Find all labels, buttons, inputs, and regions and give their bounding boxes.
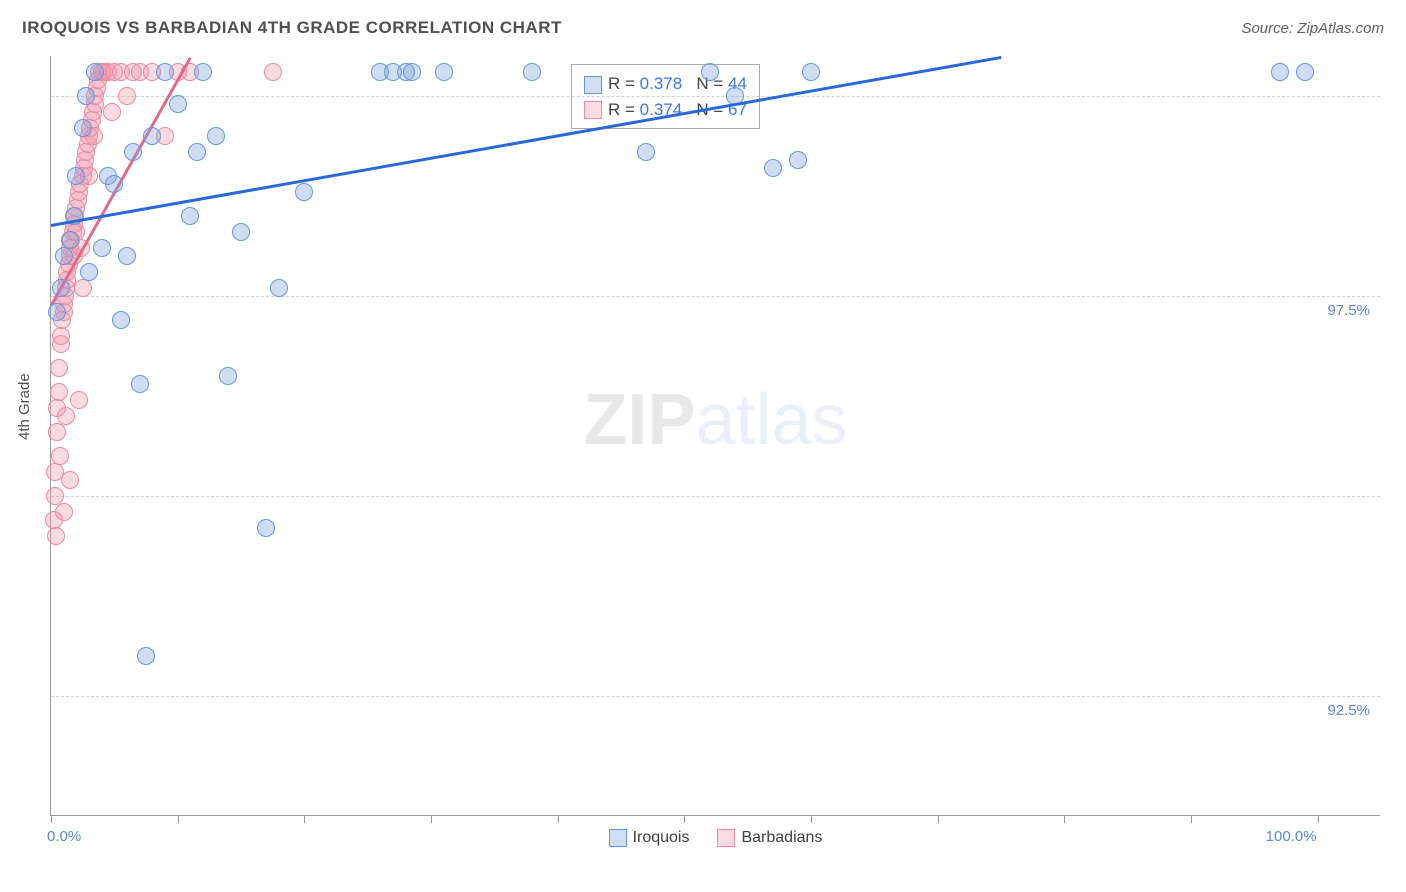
- legend-label: Barbadians: [741, 829, 822, 846]
- legend-marker-icon: [584, 101, 602, 119]
- gridline: [51, 696, 1380, 697]
- data-point: [131, 375, 149, 393]
- data-point: [55, 503, 73, 521]
- source-credit: Source: ZipAtlas.com: [1241, 20, 1384, 37]
- x-tick-mark: [304, 815, 305, 823]
- x-tick-mark: [811, 815, 812, 823]
- data-point: [74, 279, 92, 297]
- data-point: [67, 167, 85, 185]
- legend-marker-icon: [717, 829, 735, 847]
- data-point: [118, 247, 136, 265]
- chart-title: IROQUOIS VS BARBADIAN 4TH GRADE CORRELAT…: [22, 18, 562, 38]
- data-point: [124, 143, 142, 161]
- x-tick-mark: [431, 815, 432, 823]
- data-point: [47, 527, 65, 545]
- data-point: [70, 391, 88, 409]
- data-point: [86, 63, 104, 81]
- data-point: [523, 63, 541, 81]
- trend-line: [51, 56, 1001, 226]
- data-point: [143, 127, 161, 145]
- legend-marker-icon: [609, 829, 627, 847]
- watermark: ZIPatlas: [583, 379, 847, 461]
- data-point: [112, 311, 130, 329]
- gridline: [51, 96, 1380, 97]
- y-axis-label: 4th Grade: [16, 373, 33, 440]
- stats-row: R = 0.378 N = 44: [584, 71, 747, 97]
- data-point: [194, 63, 212, 81]
- data-point: [637, 143, 655, 161]
- x-tick-mark: [1318, 815, 1319, 823]
- data-point: [207, 127, 225, 145]
- data-point: [50, 359, 68, 377]
- data-point: [188, 143, 206, 161]
- data-point: [156, 63, 174, 81]
- data-point: [77, 87, 95, 105]
- x-tick-mark: [558, 815, 559, 823]
- data-point: [61, 471, 79, 489]
- x-tick-label: 100.0%: [1266, 828, 1317, 845]
- scatter-chart: ZIPatlas R = 0.378 N = 44R = 0.374 N = 6…: [50, 56, 1380, 816]
- data-point: [219, 367, 237, 385]
- r-label: R =: [608, 74, 640, 93]
- data-point: [61, 231, 79, 249]
- stats-row: R = 0.374 N = 67: [584, 97, 747, 123]
- legend-item: Iroquois: [609, 829, 690, 847]
- x-tick-mark: [1064, 815, 1065, 823]
- data-point: [50, 383, 68, 401]
- y-tick-label: 97.5%: [1327, 302, 1370, 319]
- x-tick-mark: [178, 815, 179, 823]
- x-tick-mark: [938, 815, 939, 823]
- data-point: [257, 519, 275, 537]
- data-point: [701, 63, 719, 81]
- data-point: [118, 87, 136, 105]
- data-point: [105, 175, 123, 193]
- legend-label: Iroquois: [633, 829, 690, 846]
- data-point: [435, 63, 453, 81]
- legend-item: Barbadians: [717, 829, 822, 847]
- x-tick-mark: [684, 815, 685, 823]
- data-point: [1296, 63, 1314, 81]
- data-point: [270, 279, 288, 297]
- legend-marker-icon: [584, 76, 602, 94]
- data-point: [74, 119, 92, 137]
- data-point: [169, 95, 187, 113]
- r-value: 0.378: [640, 74, 683, 93]
- data-point: [103, 103, 121, 121]
- r-label: R =: [608, 100, 640, 119]
- data-point: [764, 159, 782, 177]
- data-point: [137, 647, 155, 665]
- data-point: [48, 303, 66, 321]
- data-point: [802, 63, 820, 81]
- data-point: [57, 407, 75, 425]
- data-point: [48, 423, 66, 441]
- data-point: [52, 327, 70, 345]
- data-point: [80, 263, 98, 281]
- data-point: [51, 447, 69, 465]
- bottom-legend: Iroquois Barbadians: [609, 829, 823, 847]
- x-tick-label: 0.0%: [47, 828, 81, 845]
- data-point: [1271, 63, 1289, 81]
- data-point: [232, 223, 250, 241]
- x-tick-mark: [1191, 815, 1192, 823]
- data-point: [52, 279, 70, 297]
- data-point: [93, 239, 111, 257]
- gridline: [51, 296, 1380, 297]
- data-point: [264, 63, 282, 81]
- data-point: [295, 183, 313, 201]
- data-point: [55, 247, 73, 265]
- x-tick-mark: [51, 815, 52, 823]
- data-point: [181, 207, 199, 225]
- data-point: [789, 151, 807, 169]
- data-point: [403, 63, 421, 81]
- gridline: [51, 496, 1380, 497]
- y-tick-label: 92.5%: [1327, 702, 1370, 719]
